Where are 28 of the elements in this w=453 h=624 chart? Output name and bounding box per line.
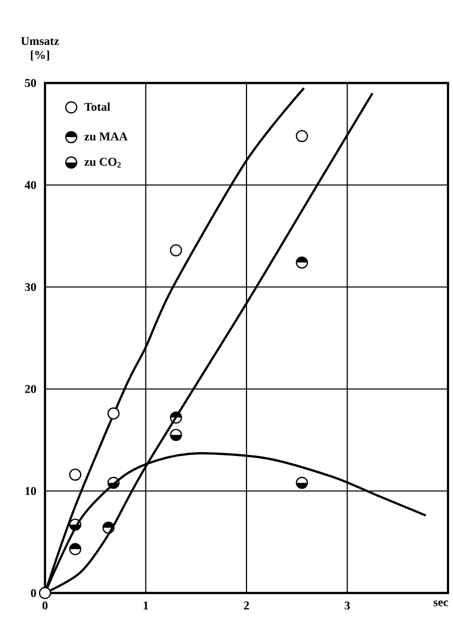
point — [38, 586, 52, 600]
point — [69, 468, 82, 481]
y-tick-label: 30 — [24, 282, 36, 292]
point — [69, 518, 82, 531]
point — [296, 476, 308, 489]
point — [107, 476, 120, 489]
point — [170, 244, 182, 256]
legend-label: Total — [84, 102, 110, 111]
point — [170, 411, 182, 424]
point — [69, 543, 82, 556]
x-tick-label: 1 — [144, 602, 148, 610]
y-tick-label: 40 — [24, 180, 36, 190]
legend-label: zu MAA — [84, 132, 128, 141]
legend-label: zu CO$_{2}$ — [84, 158, 121, 168]
point — [296, 256, 308, 269]
x-tick-label: 0 — [42, 602, 48, 610]
y-tick-label: 50 — [25, 78, 36, 88]
point — [107, 407, 120, 420]
x-tick-label: 3 — [344, 601, 350, 610]
point — [102, 522, 115, 534]
point — [170, 428, 182, 441]
point — [296, 130, 308, 142]
y-tick-label: 0 — [30, 588, 36, 598]
x-axis-title: sec — [434, 600, 448, 606]
y-tick-label: 10 — [25, 486, 36, 496]
x-tick-label: 2 — [244, 601, 249, 610]
y-tick-label: 20 — [25, 384, 36, 394]
y-axis-title: Umsatz [%] — [21, 37, 59, 60]
